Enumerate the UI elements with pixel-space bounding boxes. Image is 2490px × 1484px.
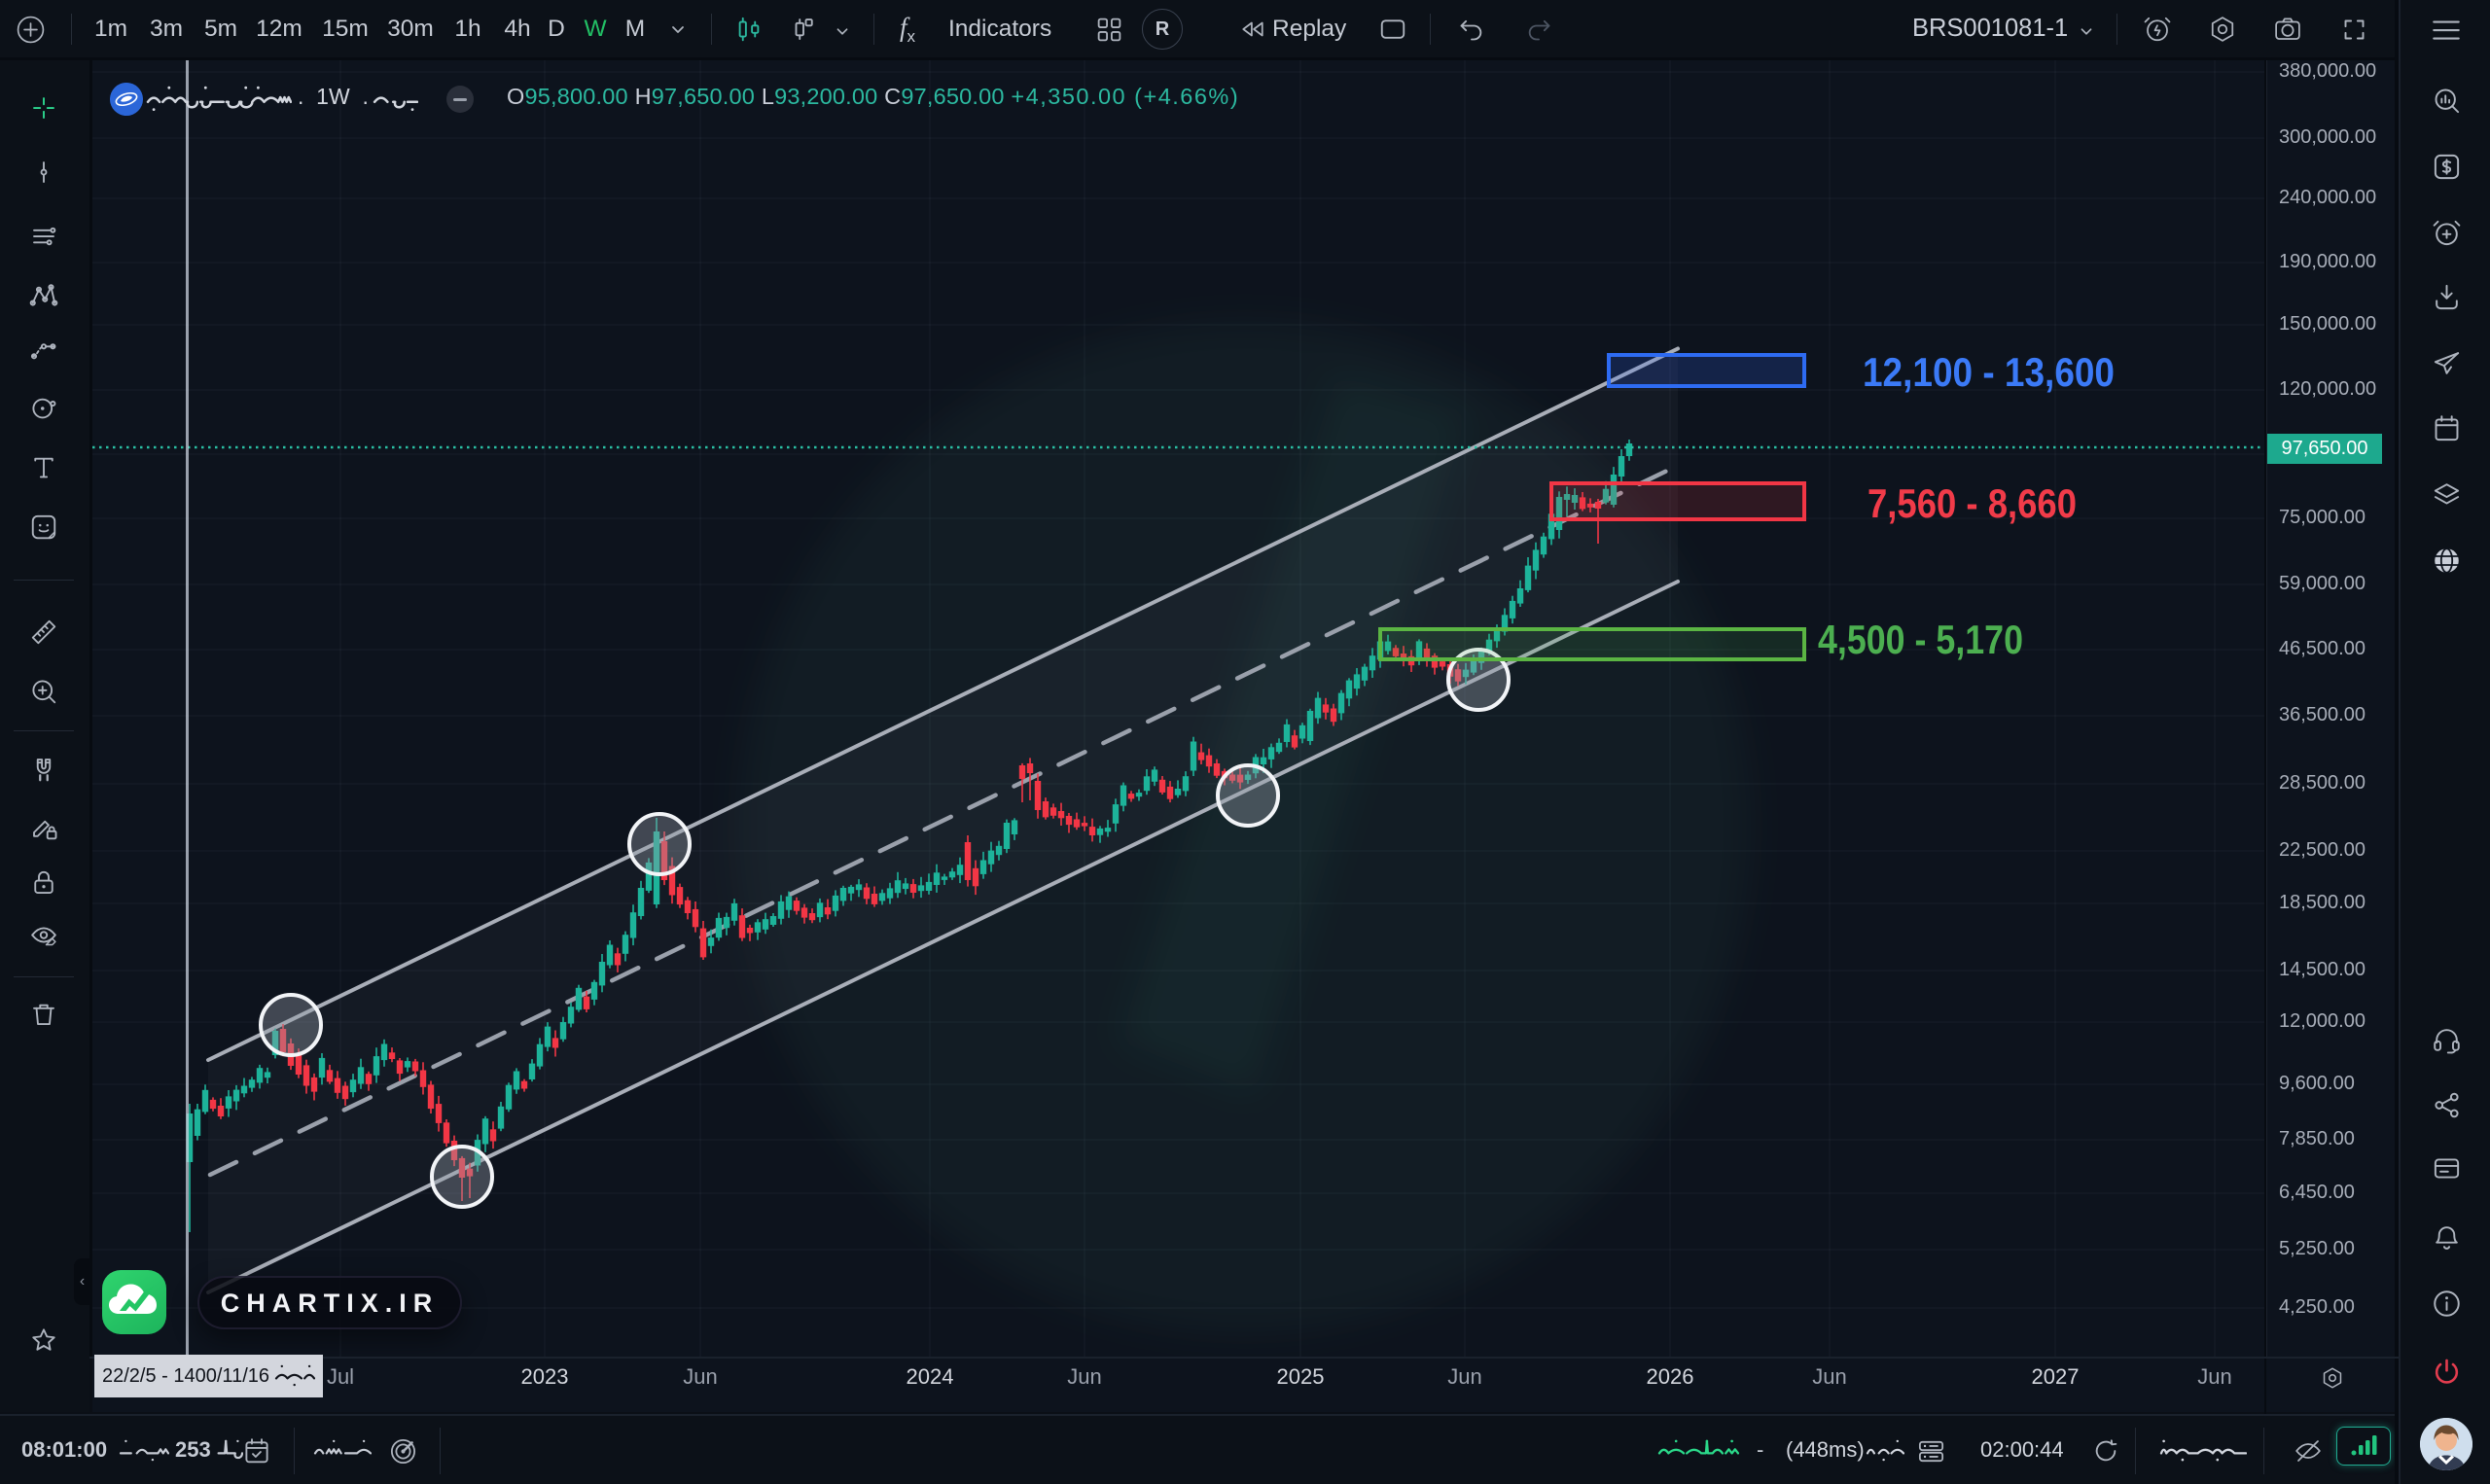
svg-text:4,500 - 5,170: 4,500 - 5,170 bbox=[1818, 617, 2023, 662]
svg-text:12,100 - 13,600: 12,100 - 13,600 bbox=[1863, 349, 2115, 395]
svg-text:7,560 - 8,660: 7,560 - 8,660 bbox=[1868, 480, 2077, 526]
